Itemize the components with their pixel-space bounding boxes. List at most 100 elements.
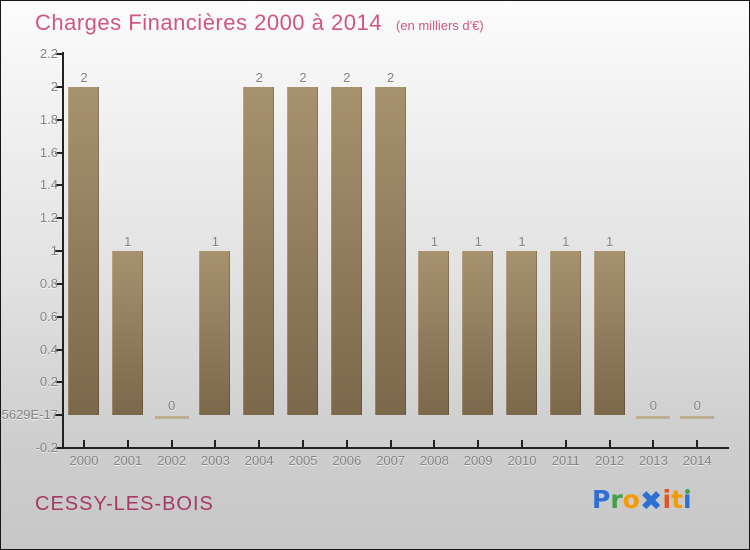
y-tick-label: 1.8 — [39, 111, 58, 127]
bar — [243, 86, 275, 416]
x-category-label: 2009 — [463, 453, 493, 468]
y-tick-mark — [55, 151, 63, 154]
logo-letter-dot — [685, 489, 691, 494]
y-tick-mark — [55, 118, 63, 121]
x-category-label: 2010 — [507, 453, 537, 468]
bar-value-label: 1 — [211, 234, 219, 249]
x-category-label: 2001 — [113, 453, 143, 468]
x-tick-mark — [564, 440, 567, 449]
bar-value-label: 2 — [299, 69, 307, 85]
logo-letter: t — [671, 485, 684, 514]
y-tick-label: 1.4 — [39, 177, 58, 193]
location-label: CESSY-LES-BOIS — [35, 493, 214, 515]
x-category-label: 2002 — [157, 453, 187, 468]
y-tick-label: 0.2 — [39, 374, 58, 390]
bar-value-label: 2 — [343, 69, 351, 85]
logo-letter: ✖ — [639, 486, 663, 517]
y-tick-label: 1.2 — [39, 210, 58, 226]
bar-value-label: 1 — [562, 234, 570, 249]
logo-letter: o — [622, 485, 640, 514]
bar — [330, 86, 362, 416]
x-tick-mark — [389, 440, 392, 449]
bar-value-label: 1 — [605, 234, 614, 249]
y-tick-label: 2 — [50, 78, 58, 94]
logo-letter: r — [610, 485, 623, 514]
y-tick-mark — [55, 348, 63, 351]
bar-value-label: 0 — [167, 398, 176, 414]
logo-letter: P — [592, 485, 611, 514]
chart-subtitle: (en milliers d'€) — [395, 18, 484, 33]
y-tick-label: -4.15629E-17 — [1, 407, 58, 423]
x-tick-mark — [302, 440, 304, 449]
x-tick-mark — [170, 440, 173, 449]
bar-value-label: 2 — [80, 69, 88, 85]
x-category-label: 2006 — [332, 453, 362, 468]
x-category-label: 2011 — [551, 453, 580, 468]
bar — [418, 251, 450, 416]
bar — [199, 251, 231, 416]
chart-title: Charges Financières 2000 à 2014 — [35, 10, 382, 35]
y-tick-mark — [55, 250, 63, 252]
x-tick-mark — [521, 440, 523, 449]
y-tick-label: 0.4 — [39, 341, 58, 357]
x-category-label: 2004 — [244, 453, 274, 468]
y-tick-label: 0.6 — [39, 308, 58, 324]
zero-bar — [636, 416, 671, 420]
x-axis-line — [62, 447, 729, 449]
bar — [68, 86, 99, 416]
bar — [287, 86, 318, 416]
y-tick-mark — [55, 414, 63, 417]
bar — [374, 86, 406, 416]
y-tick-mark — [55, 447, 63, 449]
logo-letter: i — [662, 485, 672, 514]
bar-value-label: 1 — [474, 234, 482, 249]
x-tick-mark — [345, 440, 348, 449]
zero-bar — [680, 416, 715, 420]
x-category-label: 2012 — [595, 453, 625, 468]
logo-letter: ı — [683, 485, 692, 514]
y-tick-mark — [55, 217, 63, 220]
y-tick-label: 0.8 — [39, 275, 58, 291]
y-tick-mark — [55, 184, 63, 187]
x-category-label: 2003 — [200, 453, 230, 468]
x-tick-mark — [126, 440, 129, 449]
y-tick-mark — [55, 282, 63, 285]
proxiti-logo[interactable]: Pro✖itı — [592, 485, 692, 517]
x-category-label: 2007 — [376, 453, 406, 468]
bar — [111, 251, 143, 416]
x-tick-mark — [477, 440, 480, 449]
x-category-label: 2005 — [288, 453, 318, 468]
bar-value-label: 1 — [518, 234, 526, 249]
x-tick-mark — [258, 440, 261, 449]
bar — [549, 251, 581, 416]
x-tick-mark — [214, 440, 217, 449]
bar — [593, 251, 625, 416]
bar-value-label: 1 — [430, 234, 438, 249]
y-tick-mark — [55, 85, 63, 88]
y-tick-mark — [55, 53, 63, 55]
x-category-label: 2008 — [419, 453, 449, 468]
zero-bar — [154, 416, 189, 420]
chart-header: Charges Financières 2000 à 2014 (en milli… — [35, 10, 484, 36]
y-tick-mark — [55, 381, 63, 384]
y-tick-label: 1 — [50, 243, 58, 258]
bar — [506, 251, 537, 416]
bar-value-label: 1 — [124, 234, 132, 249]
x-category-label: 2013 — [638, 453, 668, 468]
x-tick-mark — [608, 440, 611, 449]
y-tick-label: 2.2 — [39, 46, 58, 61]
y-tick-mark — [55, 315, 63, 318]
x-tick-mark — [433, 440, 436, 449]
bar-value-label: 0 — [693, 398, 701, 414]
y-axis-line — [62, 52, 64, 449]
bar-value-label: 2 — [255, 69, 263, 85]
bar-value-label: 0 — [649, 398, 657, 414]
bar-value-label: 2 — [386, 69, 395, 85]
y-tick-label: 1.6 — [39, 144, 58, 160]
x-category-label: 2000 — [69, 453, 99, 468]
bar — [462, 251, 494, 416]
x-category-label: 2014 — [682, 453, 712, 468]
x-tick-mark — [652, 440, 655, 449]
